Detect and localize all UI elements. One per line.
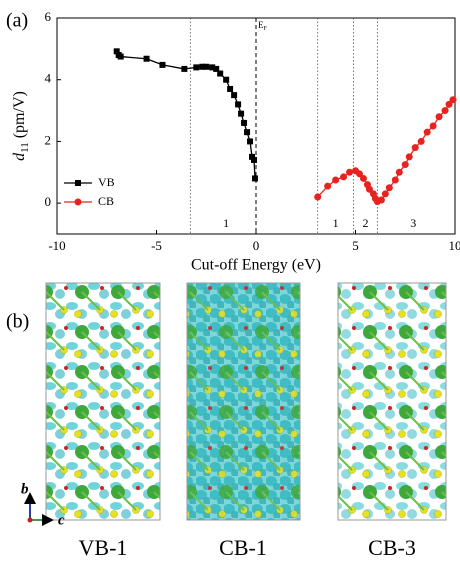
marker (227, 86, 233, 92)
y-tick-label: 6 (45, 9, 52, 24)
x-axis-label: Cut-off Energy (eV) (191, 257, 321, 274)
legend-label: VB (98, 175, 115, 189)
marker (181, 66, 187, 72)
x-tick-label: 5 (352, 238, 359, 253)
marker (203, 64, 209, 70)
marker (332, 177, 339, 184)
marker (314, 193, 321, 200)
marker (247, 138, 253, 144)
x-tick-label: -5 (151, 238, 162, 253)
marker (396, 169, 403, 176)
label-part: 11 (19, 142, 31, 153)
marker (223, 77, 229, 83)
marker (241, 120, 247, 126)
axis-label: b (21, 481, 29, 497)
marker (418, 138, 425, 145)
structure-label: CB-3 (368, 535, 416, 560)
structure-image (187, 283, 300, 520)
marker (252, 175, 258, 181)
marker (244, 129, 250, 135)
x-tick-label: 10 (449, 238, 460, 253)
marker (392, 177, 399, 184)
marker (450, 96, 457, 103)
region-label: 1 (223, 216, 229, 230)
region-label: 3 (410, 216, 416, 230)
panel-label: (b) (6, 311, 29, 333)
marker (412, 144, 419, 151)
marker (324, 183, 331, 190)
marker (406, 153, 413, 160)
y-tick-label: 0 (45, 194, 52, 209)
marker (378, 197, 385, 204)
marker (346, 169, 353, 176)
structure-label: CB-1 (219, 535, 267, 560)
marker (217, 71, 223, 77)
marker (340, 173, 347, 180)
marker (430, 123, 437, 130)
x-tick-label: -10 (48, 238, 65, 253)
marker (382, 190, 389, 197)
marker (436, 113, 443, 120)
plot-area: (a) -10 -5 0 5 10 0 2 4 6 Cut-off Energy (eV) d11 (… (6, 9, 460, 274)
marker (118, 54, 124, 60)
marker (235, 101, 241, 107)
legend-marker (75, 199, 82, 206)
axis-label: c (58, 512, 65, 528)
y-axis-label: d11 (pm/V) (11, 91, 31, 161)
x-tick-label: 0 (253, 238, 260, 253)
marker (402, 161, 409, 168)
series-line (318, 100, 453, 202)
figure: (a) -10 -5 0 5 10 0 2 4 6 Cut-off Energy (eV) d11 (… (0, 0, 460, 568)
structure-label: VB-1 (79, 535, 128, 560)
region-label: 2 (362, 216, 368, 230)
y-tick-label: 4 (45, 71, 52, 86)
legend-marker (75, 180, 81, 186)
structure-panel: (b) b c VB-1 CB-1 CB-3 (6, 283, 446, 560)
fermi-label: EF (258, 20, 268, 32)
panel-label: (a) (6, 10, 28, 32)
label-part: F (264, 26, 268, 32)
marker (231, 92, 237, 98)
region-label: 1 (333, 216, 339, 230)
structure-image (338, 283, 446, 520)
marker (193, 64, 199, 70)
y-tick-label: 2 (45, 132, 52, 147)
marker (424, 129, 431, 136)
marker (238, 111, 244, 117)
marker (159, 62, 165, 68)
marker (360, 175, 367, 182)
structure-image (46, 283, 160, 520)
marker (442, 107, 449, 114)
marker (144, 56, 150, 62)
label-part: (pm/V) (11, 91, 28, 142)
legend-label: CB (98, 194, 114, 208)
marker (251, 157, 257, 163)
marker (386, 184, 393, 191)
